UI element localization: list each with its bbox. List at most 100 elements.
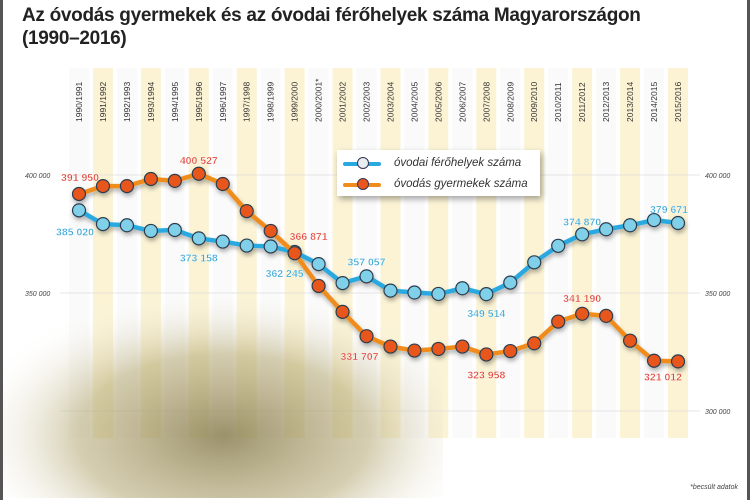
data-point <box>479 347 494 362</box>
column-stripe <box>644 68 665 438</box>
data-label: 385 020 <box>56 226 94 238</box>
x-tick-label: 2010/2011 <box>553 82 563 122</box>
data-point <box>431 341 446 357</box>
x-tick-label: 2001/2002 <box>338 82 348 122</box>
data-label: 400 527 <box>180 155 218 167</box>
data-point <box>622 333 638 348</box>
column-stripe <box>524 68 545 438</box>
column-stripe <box>620 68 641 438</box>
data-point <box>646 353 662 368</box>
data-label: 331 707 <box>341 351 379 363</box>
data-point <box>551 238 566 253</box>
data-label: 373 158 <box>180 252 218 264</box>
data-label: 391 950 <box>61 172 99 184</box>
legend-marker-blue <box>357 157 369 169</box>
x-tick-label: 2013/2014 <box>625 82 635 122</box>
data-point <box>191 166 206 181</box>
data-label: 366 871 <box>290 231 328 243</box>
x-tick-label: 1999/2000 <box>290 82 300 122</box>
data-point <box>503 343 518 359</box>
x-tick-label: 1994/1995 <box>170 82 180 122</box>
data-label: 341 190 <box>563 293 601 305</box>
data-point <box>407 285 422 300</box>
x-tick-label: 2005/2006 <box>433 82 443 122</box>
chart-title: Az óvodás gyermekek és az óvodai férőhel… <box>22 4 641 50</box>
data-point <box>503 275 518 290</box>
data-point <box>287 246 302 261</box>
x-tick-label: 2009/2010 <box>529 82 539 122</box>
data-label: 321 012 <box>644 371 682 383</box>
data-point <box>335 304 350 319</box>
data-point <box>71 203 87 218</box>
x-tick-label: 2007/2008 <box>481 82 491 122</box>
legend-marker-orange <box>357 178 369 190</box>
x-tick-label: 2004/2005 <box>409 82 419 122</box>
data-point <box>95 178 111 194</box>
data-point <box>575 227 590 242</box>
data-point <box>191 231 206 246</box>
data-point <box>71 186 87 202</box>
data-label: 362 245 <box>266 268 304 280</box>
data-point <box>359 329 374 344</box>
x-tick-label: 2011/2012 <box>577 82 587 122</box>
legend: óvodai férőhelyek száma óvodás gyermekek… <box>337 150 540 196</box>
data-point <box>167 222 182 238</box>
data-point <box>431 286 446 302</box>
data-point <box>646 212 662 228</box>
data-label: 379 671 <box>650 204 688 216</box>
data-point <box>383 283 398 298</box>
data-point <box>95 216 111 232</box>
data-point <box>311 257 326 272</box>
data-label: 323 958 <box>467 369 505 381</box>
data-point <box>311 278 326 294</box>
column-stripe <box>572 68 593 438</box>
data-point <box>599 222 614 237</box>
data-point <box>263 239 278 254</box>
data-point <box>239 204 254 219</box>
x-tick-label: 2000/2001* <box>314 78 324 122</box>
column-stripe <box>548 68 569 438</box>
data-point <box>479 287 494 302</box>
data-point <box>599 308 614 323</box>
data-point <box>239 238 254 253</box>
data-point <box>143 171 158 187</box>
data-point <box>622 218 638 233</box>
data-point <box>119 218 135 233</box>
legend-label: óvodás gyermekek száma <box>394 178 528 190</box>
data-point <box>383 339 398 354</box>
column-stripe <box>452 68 473 438</box>
x-tick-label: 2006/2007 <box>457 82 467 122</box>
data-point <box>670 215 686 231</box>
data-label: 357 057 <box>348 256 386 268</box>
data-point <box>263 223 278 239</box>
x-tick-label: 2014/2015 <box>649 82 659 122</box>
x-tick-label: 1997/1998 <box>242 82 252 122</box>
x-tick-label: 1992/1993 <box>122 82 132 122</box>
data-point <box>670 354 686 369</box>
x-tick-label: 1996/1997 <box>218 82 228 122</box>
legend-label: óvodai férőhelyek száma <box>394 157 522 169</box>
legend-item-gyermekek: óvodás gyermekek száma <box>337 175 540 195</box>
data-point <box>359 269 374 284</box>
data-point <box>575 306 590 321</box>
data-point <box>551 314 566 329</box>
x-tick-label: 1990/1991 <box>74 82 84 122</box>
children-photo <box>3 250 443 498</box>
x-tick-label: 1993/1994 <box>146 82 156 122</box>
y-tick-label-right: 350 000 <box>705 291 730 298</box>
x-tick-label: 2015/2016 <box>673 82 683 122</box>
x-tick-label: 2012/2013 <box>601 82 611 122</box>
column-stripe <box>668 68 688 438</box>
x-tick-label: 2003/2004 <box>385 82 395 122</box>
data-point <box>527 336 542 351</box>
data-point <box>119 178 135 194</box>
column-stripe <box>500 68 521 438</box>
data-point <box>407 343 422 358</box>
data-point <box>455 339 470 354</box>
x-tick-label: 2002/2003 <box>362 82 372 122</box>
footnote: *becsült adatok <box>690 484 738 491</box>
title-line-1: Az óvodás gyermekek és az óvodai férőhel… <box>22 5 641 26</box>
y-tick-label-left: 350 000 <box>25 291 50 298</box>
y-tick-label-right: 400 000 <box>705 173 730 180</box>
data-point <box>167 173 182 188</box>
